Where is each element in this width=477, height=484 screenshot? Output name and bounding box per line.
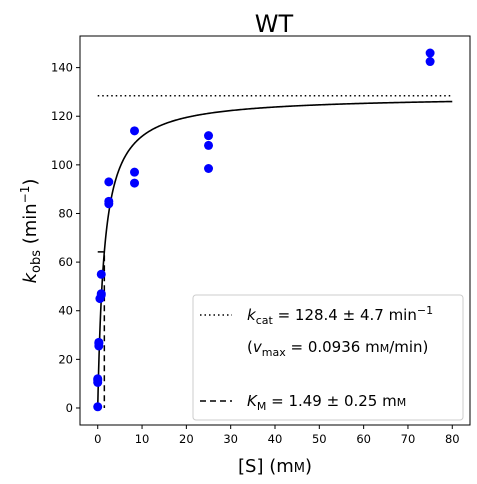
data-point	[130, 126, 140, 136]
x-tick-label: 20	[179, 432, 194, 446]
y-tick-label: 0	[66, 401, 73, 415]
x-tick-label: 30	[223, 432, 238, 446]
legend-vmax-label: (vmax = 0.0936 mM/min)	[247, 338, 428, 359]
x-tick-label: 60	[356, 432, 371, 446]
data-point	[104, 177, 114, 187]
x-tick-label: 40	[268, 432, 283, 446]
data-point	[425, 48, 435, 58]
data-point	[96, 269, 106, 279]
y-tick-label: 100	[51, 158, 73, 172]
data-point	[93, 374, 103, 384]
data-point	[204, 131, 214, 141]
x-tick-label: 80	[445, 432, 460, 446]
plot-area	[93, 48, 453, 412]
legend-km-label: KM = 1.49 ± 0.25 mM	[247, 392, 406, 413]
data-point	[425, 57, 435, 67]
data-point	[204, 140, 214, 150]
y-tick-label: 120	[51, 109, 73, 123]
y-axis-label: kobs (min−1)	[18, 179, 44, 284]
chart-title: WT	[255, 10, 294, 38]
y-tick-label: 40	[58, 304, 73, 318]
x-tick-label: 50	[312, 432, 327, 446]
data-point	[130, 167, 140, 177]
y-tick-label: 20	[58, 352, 73, 366]
x-tick-label: 70	[401, 432, 416, 446]
data-point	[94, 337, 104, 347]
km-line	[97, 251, 106, 408]
y-tick-label: 60	[58, 255, 73, 269]
data-point	[204, 164, 214, 174]
x-axis: 0 10 20 30 40 50 60 70 80	[94, 425, 460, 446]
x-tick-label: 0	[94, 432, 101, 446]
data-point	[93, 402, 103, 412]
data-point	[96, 289, 106, 299]
legend: kcat = 128.4 ± 4.7 min−1 (vmax = 0.0936 …	[192, 294, 464, 421]
legend-box	[192, 294, 464, 421]
y-tick-label: 80	[58, 206, 73, 220]
data-point	[104, 196, 114, 206]
y-tick-label: 140	[51, 61, 73, 75]
legend-kcat-label: kcat = 128.4 ± 4.7 min−1	[247, 304, 433, 327]
fit-curve	[96, 100, 453, 408]
x-axis-label: [S] (mM)	[238, 456, 312, 477]
data-point	[130, 178, 140, 188]
y-axis: 0 20 40 60 80 100 120 140	[51, 61, 80, 415]
x-tick-label: 10	[135, 432, 150, 446]
